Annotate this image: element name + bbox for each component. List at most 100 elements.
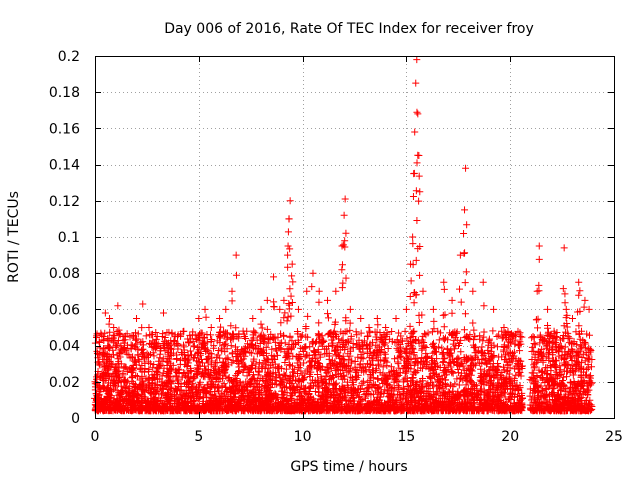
roti-point xyxy=(157,391,165,399)
roti-point xyxy=(188,331,196,339)
roti-point xyxy=(528,334,536,342)
roti-point xyxy=(210,381,218,389)
roti-point xyxy=(493,343,501,351)
roti-point xyxy=(472,382,480,390)
roti-point xyxy=(330,384,338,392)
roti-point xyxy=(164,390,172,398)
roti-point xyxy=(354,341,362,349)
roti-point xyxy=(388,328,396,336)
roti-point xyxy=(473,390,481,398)
roti-point xyxy=(295,364,303,372)
roti-point xyxy=(427,363,435,371)
roti-point xyxy=(404,340,412,348)
roti-point xyxy=(242,378,250,386)
roti-point xyxy=(241,404,249,412)
roti-point xyxy=(443,345,451,353)
roti-point xyxy=(432,389,440,397)
roti-point xyxy=(231,385,239,393)
roti-point xyxy=(320,390,328,398)
roti-point xyxy=(513,381,521,389)
roti-point xyxy=(271,380,279,388)
roti-point xyxy=(516,329,524,337)
roti-point xyxy=(245,405,253,413)
roti-point xyxy=(385,369,393,377)
roti-point xyxy=(316,353,324,361)
roti-point xyxy=(463,356,471,364)
roti-point xyxy=(357,329,365,337)
roti-point xyxy=(574,380,582,388)
roti-point xyxy=(494,397,502,405)
roti-point xyxy=(217,390,225,398)
roti-point xyxy=(105,386,113,394)
roti-point xyxy=(334,405,342,413)
roti-point xyxy=(481,354,489,362)
roti-point xyxy=(130,357,138,365)
roti-point xyxy=(135,397,143,405)
roti-point xyxy=(342,392,350,400)
roti-point xyxy=(137,405,145,413)
roti-point xyxy=(400,376,408,384)
roti-point xyxy=(173,369,181,377)
roti-point xyxy=(218,383,226,391)
roti-point xyxy=(583,391,591,399)
roti-point xyxy=(190,342,198,350)
roti-point xyxy=(286,373,294,381)
chart-title: Day 006 of 2016, Rate Of TEC Index for r… xyxy=(164,21,534,37)
roti-point xyxy=(408,374,416,382)
roti-point xyxy=(444,407,452,415)
roti-point xyxy=(434,362,442,370)
roti-point xyxy=(259,360,267,368)
roti-point xyxy=(438,344,446,352)
roti-point xyxy=(255,368,263,376)
roti-point xyxy=(314,364,322,372)
roti-point xyxy=(186,347,194,355)
roti-point xyxy=(578,359,586,367)
roti-point xyxy=(291,376,299,384)
roti-point xyxy=(151,384,159,392)
roti-point xyxy=(139,386,147,394)
roti-point xyxy=(266,398,274,406)
roti-point xyxy=(482,360,490,368)
roti-point xyxy=(399,378,407,386)
roti-point xyxy=(435,343,443,351)
roti-point xyxy=(536,331,544,339)
roti-point xyxy=(113,328,121,336)
roti-point xyxy=(96,338,104,346)
roti-point xyxy=(142,399,150,407)
roti-point xyxy=(221,389,229,397)
roti-point xyxy=(181,393,189,401)
roti-point xyxy=(539,336,547,344)
roti-point xyxy=(342,407,350,415)
roti-point xyxy=(250,355,258,363)
roti-point xyxy=(454,392,462,400)
roti-point xyxy=(110,395,118,403)
roti-point xyxy=(313,370,321,378)
roti-point xyxy=(442,400,450,408)
roti-point xyxy=(477,380,485,388)
roti-point xyxy=(117,342,125,350)
roti-point xyxy=(305,406,313,414)
roti-point xyxy=(420,407,428,415)
roti-point xyxy=(227,342,235,350)
roti-point xyxy=(437,406,445,414)
roti-point xyxy=(163,329,171,337)
roti-point xyxy=(533,373,541,381)
roti-point xyxy=(392,375,400,383)
roti-point xyxy=(328,402,336,410)
roti-point xyxy=(279,378,287,386)
roti-point xyxy=(449,387,457,395)
roti-point xyxy=(421,330,429,338)
roti-point xyxy=(168,330,176,338)
roti-point xyxy=(323,369,331,377)
roti-point xyxy=(343,368,351,376)
roti-point xyxy=(548,388,556,396)
roti-point xyxy=(376,343,384,351)
roti-point xyxy=(373,393,381,401)
roti-point xyxy=(447,400,455,408)
roti-point xyxy=(323,363,331,371)
roti-point xyxy=(566,378,574,386)
roti-point xyxy=(218,407,226,415)
roti-point xyxy=(270,407,278,415)
roti-point xyxy=(577,372,585,380)
roti-point xyxy=(351,372,359,380)
